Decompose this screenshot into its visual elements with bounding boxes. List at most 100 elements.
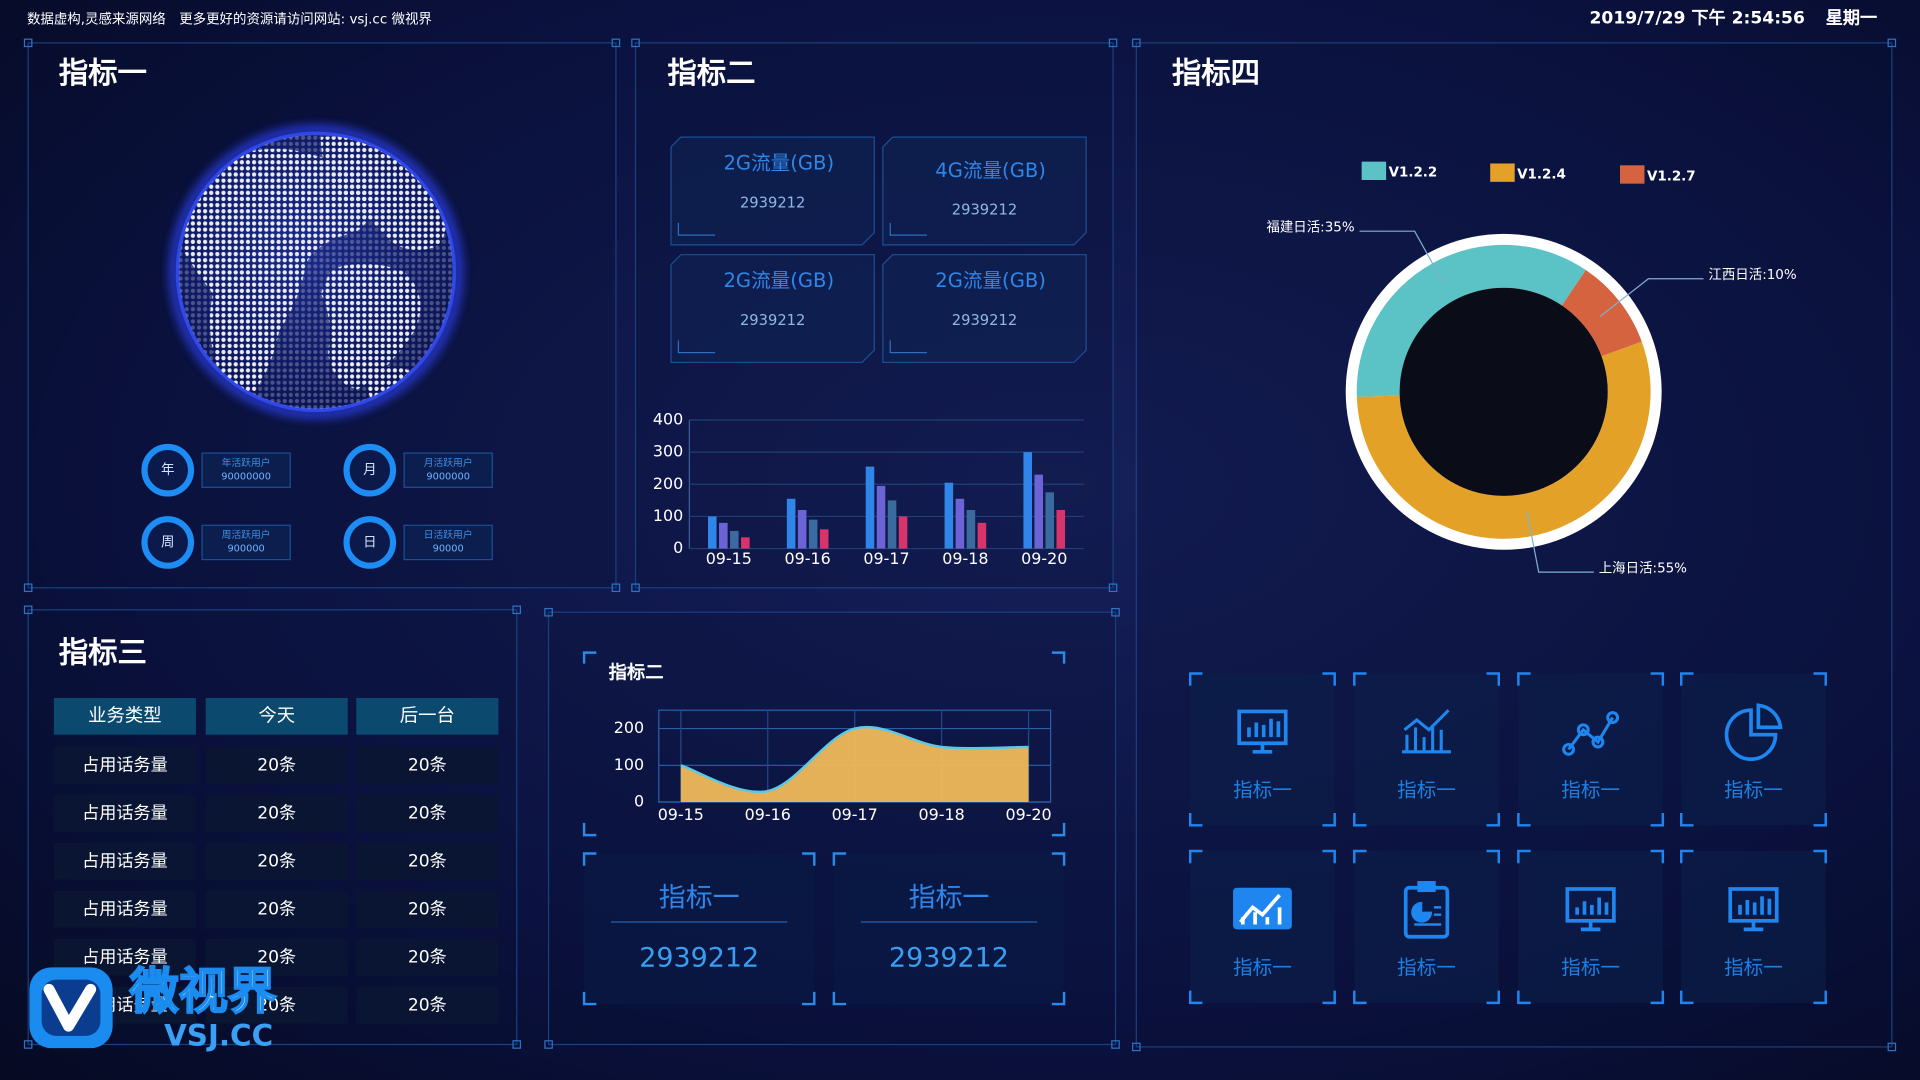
table-cell	[356, 842, 499, 880]
header-notice: 数据虚构,灵感来源网络 更多更好的资源请访问网站: vsj.cc 微视界	[27, 11, 432, 28]
frame-corner	[611, 583, 621, 593]
tile-corners	[1680, 672, 1827, 827]
tile-icon	[1565, 887, 1616, 932]
card-frame	[882, 254, 1087, 364]
icon-part	[1591, 735, 1605, 749]
pie-leader	[1599, 278, 1704, 317]
card-value: 2939212	[740, 194, 805, 211]
frame-corner	[1108, 583, 1118, 593]
frame-corner	[544, 607, 553, 617]
panel-title: 指标二	[667, 56, 755, 90]
big-card-value: 2939212	[889, 942, 1009, 973]
card-value: 2939212	[952, 202, 1017, 219]
pie-leader	[1526, 511, 1594, 573]
frame-corner	[1132, 38, 1141, 48]
frame-corner	[23, 583, 33, 593]
card-accent	[889, 340, 927, 354]
stat-badge: 日	[363, 535, 376, 550]
table-cell	[205, 842, 348, 880]
y-tick-label: 100	[614, 755, 644, 774]
bar	[719, 522, 728, 549]
table-cell-text: 20条	[408, 803, 447, 823]
icon-part	[1738, 896, 1772, 932]
x-tick-label: 09-20	[1005, 805, 1051, 824]
tile	[1354, 851, 1499, 1003]
card-label: 2G流量(GB)	[935, 269, 1046, 292]
tile	[1681, 673, 1826, 826]
bar	[876, 485, 886, 549]
icon-part	[1247, 718, 1281, 754]
stat-label: 周活跃用户	[222, 528, 271, 541]
tile-corners	[1353, 672, 1500, 827]
bar	[898, 516, 908, 549]
icon-part	[1241, 907, 1282, 925]
table-header-cell	[205, 697, 348, 735]
table-cell	[356, 890, 499, 928]
stat-value: 900000	[227, 544, 264, 555]
bar	[887, 500, 897, 549]
big-card	[833, 853, 1065, 1005]
frame-corner	[1887, 1042, 1897, 1052]
icon-part	[1756, 703, 1783, 730]
stat-badge-ring	[343, 516, 397, 569]
stat-label: 月活跃用户	[424, 456, 473, 469]
table-cell	[205, 890, 348, 928]
tile-label: 指标一	[1724, 779, 1783, 802]
tile-corners	[1353, 849, 1500, 1005]
tile-corners	[1680, 849, 1827, 1005]
big-card-label: 指标一	[909, 882, 990, 913]
frame-corner	[631, 38, 640, 48]
bar	[977, 522, 987, 549]
card-label: 2G流量(GB)	[723, 269, 834, 292]
icon-part	[1575, 897, 1609, 932]
header-weekday: 星期一	[1826, 8, 1877, 28]
frame-corner	[1111, 1040, 1120, 1049]
panel-title: 指标一	[59, 56, 147, 90]
legend-swatch	[1361, 161, 1387, 180]
tile-icon	[1724, 703, 1783, 761]
big-card-corners	[582, 852, 816, 1006]
stat-label: 年活跃用户	[222, 456, 271, 469]
pie-slice	[1356, 244, 1586, 397]
x-tick-label: 09-16	[745, 805, 791, 824]
area	[680, 727, 1029, 803]
big-card	[584, 853, 815, 1005]
stat-box	[201, 452, 291, 488]
table-cell	[53, 746, 196, 784]
card-label: 4G流量(GB)	[935, 159, 1046, 182]
table-cell	[205, 938, 348, 976]
frame-corner	[611, 38, 621, 48]
card-value: 2939212	[740, 312, 805, 329]
chart-box-corners	[582, 651, 1066, 837]
table-cell-text: 占用话务量	[82, 851, 168, 871]
table-cell-text: 20条	[257, 995, 296, 1015]
stat-box	[403, 524, 493, 561]
card-value: 2939212	[952, 312, 1017, 329]
bar	[865, 466, 875, 549]
card-frame	[670, 136, 875, 246]
stat-badge-ring	[141, 516, 195, 569]
y-tick-label: 200	[614, 718, 644, 737]
bar	[819, 529, 829, 549]
table-cell	[356, 938, 499, 976]
table-cell	[356, 794, 499, 832]
big-card-corners	[832, 852, 1066, 1006]
stat-badge-ring	[343, 443, 397, 497]
bar	[708, 516, 717, 549]
y-tick-label: 0	[634, 792, 644, 811]
pie-hole	[1399, 287, 1608, 496]
frame-corner	[631, 583, 640, 593]
big-card-label: 指标一	[659, 882, 740, 913]
pie-slice	[1561, 270, 1642, 357]
table-header-cell	[53, 697, 196, 735]
legend-label: V1.2.4	[1517, 167, 1566, 182]
table-cell	[53, 890, 196, 928]
tile-label: 指标一	[1233, 779, 1292, 802]
y-tick-label: 400	[653, 410, 683, 429]
bar	[1056, 510, 1066, 549]
table-header-text: 今天	[258, 705, 295, 726]
table-cell-text: 20条	[408, 947, 447, 967]
bar	[1034, 474, 1044, 549]
table-cell-text: 20条	[408, 995, 447, 1015]
big-card-value: 2939212	[639, 942, 759, 973]
